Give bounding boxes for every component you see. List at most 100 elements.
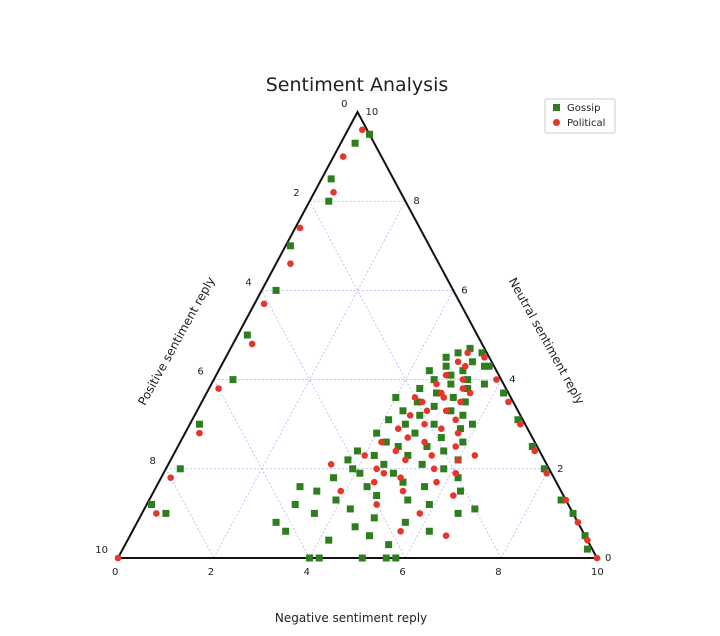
political-point bbox=[452, 443, 459, 450]
political-point bbox=[433, 380, 440, 388]
political-point bbox=[378, 438, 385, 446]
gossip-point bbox=[195, 420, 203, 428]
gossip-point bbox=[351, 139, 359, 147]
bottom-tick-label: 0 bbox=[112, 567, 118, 578]
political-point bbox=[370, 478, 378, 486]
gossip-point bbox=[363, 483, 371, 491]
grid-line bbox=[165, 468, 215, 559]
gossip-point bbox=[296, 483, 304, 491]
gossip-point bbox=[310, 509, 318, 517]
political-point bbox=[438, 425, 445, 432]
gossip-point bbox=[354, 447, 361, 455]
gossip-point bbox=[411, 429, 419, 437]
political-point bbox=[442, 532, 450, 539]
gossip-point bbox=[413, 398, 421, 406]
political-point bbox=[399, 487, 407, 495]
gossip-point bbox=[370, 514, 378, 522]
gossip-point bbox=[401, 420, 409, 428]
gossip-point bbox=[282, 527, 290, 535]
political-point bbox=[452, 469, 459, 477]
gossip-point bbox=[468, 420, 476, 428]
gossip-point bbox=[306, 554, 314, 562]
political-point bbox=[505, 398, 512, 406]
gossip-point bbox=[459, 438, 467, 446]
right-tick-label: 6 bbox=[461, 285, 467, 296]
political-point bbox=[464, 349, 471, 357]
political-point bbox=[358, 126, 366, 134]
gossip-point bbox=[351, 523, 359, 531]
gossip-point bbox=[437, 434, 445, 442]
gossip-point bbox=[401, 518, 409, 526]
gossip-point bbox=[148, 500, 156, 508]
political-point bbox=[461, 362, 469, 370]
gossip-point bbox=[243, 331, 251, 339]
legend-gossip-label: Gossip bbox=[567, 103, 600, 114]
gossip-point bbox=[540, 465, 548, 473]
gossip-point bbox=[399, 478, 407, 486]
political-point bbox=[531, 447, 539, 455]
political-point bbox=[380, 469, 388, 477]
gossip-point bbox=[389, 469, 397, 477]
political-point bbox=[450, 492, 457, 499]
gossip-point bbox=[464, 376, 472, 384]
political-point bbox=[593, 554, 601, 562]
political-point bbox=[433, 478, 440, 486]
political-point bbox=[423, 407, 431, 415]
political-point bbox=[421, 438, 428, 446]
political-point bbox=[454, 456, 462, 464]
gossip-point bbox=[433, 389, 441, 397]
gossip-point bbox=[449, 393, 457, 401]
political-point bbox=[406, 411, 414, 419]
gossip-point bbox=[229, 376, 237, 384]
gossip-point bbox=[528, 443, 536, 450]
gossip-point bbox=[454, 349, 462, 357]
left-tick-label: 4 bbox=[245, 277, 251, 288]
left-tick-label: 2 bbox=[293, 188, 299, 199]
political-point bbox=[574, 519, 582, 526]
political-point bbox=[248, 340, 256, 348]
gossip-point bbox=[418, 460, 426, 468]
gossip-point bbox=[373, 429, 381, 437]
political-point bbox=[454, 429, 462, 437]
political-point bbox=[373, 465, 380, 473]
political-point bbox=[287, 260, 294, 267]
left-tick-label: 0 bbox=[341, 99, 347, 110]
grid-line bbox=[500, 468, 550, 559]
political-point bbox=[493, 376, 500, 383]
political-point bbox=[337, 487, 345, 495]
political-point bbox=[471, 452, 479, 459]
triangle-frame bbox=[116, 109, 599, 559]
political-point bbox=[421, 420, 428, 428]
bottom-axis-label: Negative sentiment reply bbox=[275, 611, 427, 625]
gossip-point bbox=[459, 411, 467, 419]
gossip-point bbox=[456, 487, 464, 495]
gossip-point bbox=[373, 492, 381, 500]
political-point bbox=[339, 153, 347, 160]
gossip-point bbox=[325, 536, 333, 544]
political-point bbox=[440, 394, 448, 401]
political-point bbox=[167, 474, 174, 482]
political-point bbox=[459, 385, 467, 392]
political-point bbox=[442, 371, 450, 379]
gossip-point bbox=[416, 411, 424, 419]
gossip-point bbox=[454, 509, 462, 517]
gossip-point bbox=[272, 518, 280, 526]
grid-line bbox=[309, 290, 454, 559]
gossip-point bbox=[272, 286, 280, 294]
legend-political-marker bbox=[553, 119, 560, 126]
bottom-tick-label: 10 bbox=[591, 567, 604, 578]
gossip-point bbox=[468, 358, 476, 366]
right-tick-label: 8 bbox=[413, 196, 419, 207]
right-tick-label: 10 bbox=[366, 107, 379, 118]
gossip-point bbox=[356, 469, 364, 477]
gossip-point bbox=[456, 425, 464, 433]
gossip-point bbox=[330, 474, 338, 482]
gossip-point bbox=[332, 496, 340, 504]
political-point bbox=[481, 354, 488, 361]
political-point bbox=[562, 496, 570, 504]
gossip-point bbox=[365, 130, 373, 138]
gossip-point bbox=[416, 385, 424, 393]
political-point bbox=[454, 358, 462, 366]
